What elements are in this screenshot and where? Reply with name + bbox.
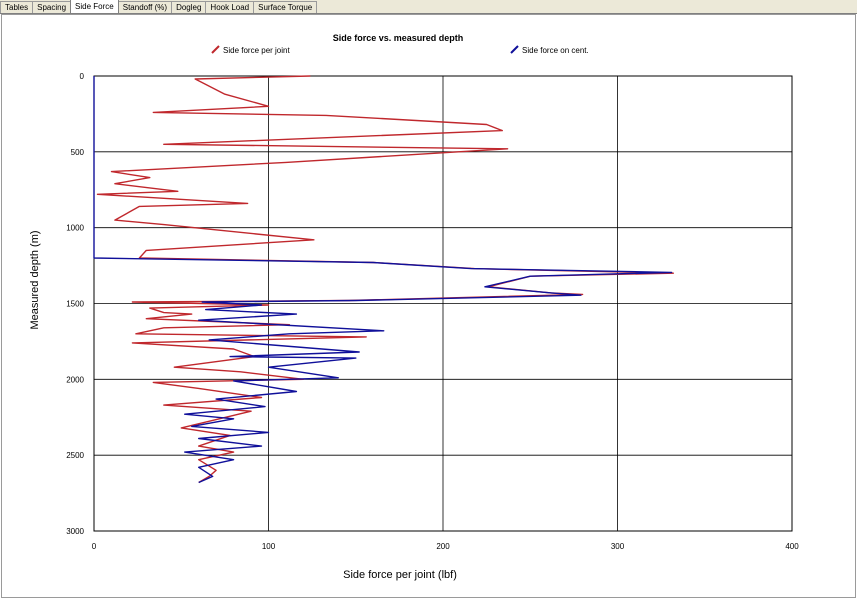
tab-surface-torque[interactable]: Surface Torque <box>253 1 318 13</box>
tab-side-force[interactable]: Side Force <box>70 0 119 13</box>
y-tick-label: 500 <box>71 148 85 157</box>
y-tick-label: 0 <box>80 72 85 81</box>
legend-swatch-side-force-per-joint <box>211 45 220 54</box>
x-tick-label: 100 <box>262 542 276 551</box>
x-tick-labels: 0 100 200 300 400 <box>92 542 799 551</box>
legend: Side force per joint Side force on cent. <box>211 45 589 55</box>
legend-swatch-side-force-on-cent <box>510 45 519 54</box>
x-tick-label: 400 <box>785 542 799 551</box>
chart-title: Side force vs. measured depth <box>333 33 464 43</box>
y-axis-label: Measured depth (m) <box>29 230 41 329</box>
y-tick-label: 1000 <box>66 224 84 233</box>
y-tick-label: 2000 <box>66 375 84 384</box>
tab-bar: Tables Spacing Side Force Standoff (%) Dogle… <box>0 0 857 14</box>
x-tick-label: 300 <box>611 542 625 551</box>
x-tick-label: 200 <box>436 542 450 551</box>
x-axis-label: Side force per joint (lbf) <box>343 569 457 581</box>
series-line-side-force-on-cent <box>93 76 673 484</box>
x-tick-label: 0 <box>92 542 97 551</box>
y-tick-labels: 0 500 1000 1500 2000 2500 3000 <box>66 72 84 536</box>
y-tick-label: 1500 <box>66 300 84 309</box>
legend-label-side-force-on-cent: Side force on cent. <box>522 46 589 55</box>
y-tick-label: 2500 <box>66 451 84 460</box>
series-lines <box>93 75 674 484</box>
legend-label-side-force-per-joint: Side force per joint <box>223 46 290 55</box>
y-tick-label: 3000 <box>66 527 84 536</box>
